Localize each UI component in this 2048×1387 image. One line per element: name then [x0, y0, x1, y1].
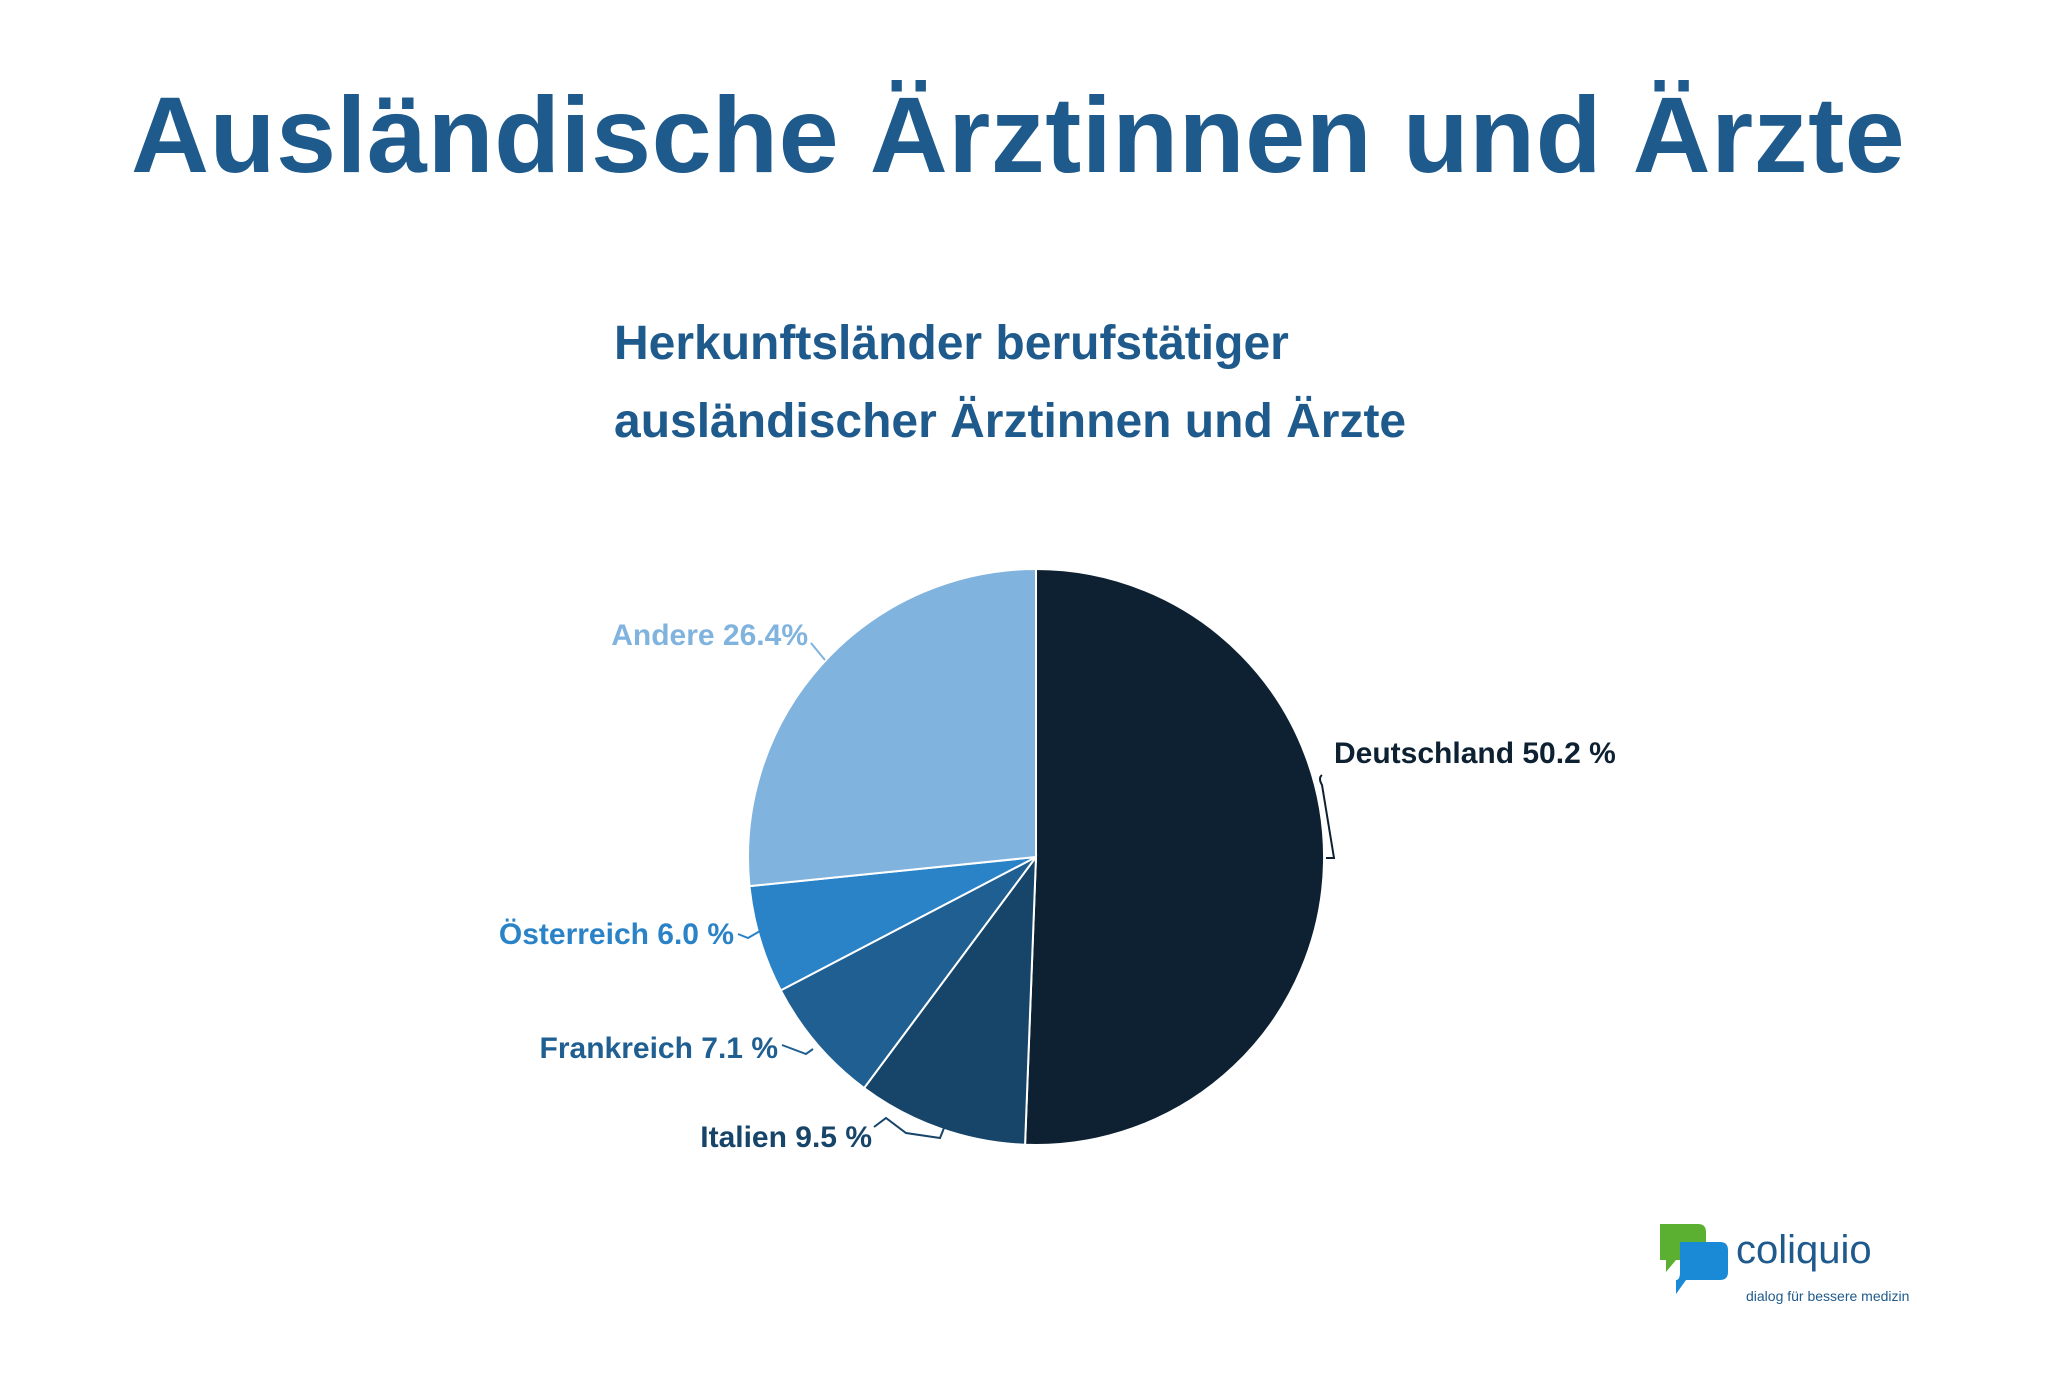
coliquio-logo: coliquio dialog für bessere medizin	[1658, 1222, 1958, 1312]
leader-line-deutschland	[1319, 774, 1336, 859]
logo-tagline: dialog für bessere medizin	[1746, 1288, 1910, 1304]
page-title: Ausländische Ärztinnen und Ärzte	[131, 74, 1906, 195]
pie-slice-frankreich	[779, 856, 1037, 1090]
pie-slice-andere	[747, 567, 1037, 888]
slice-label-österreich: Österreich 6.0 %	[499, 918, 734, 951]
chart-title: Herkunftsländer berufstätiger ausländisc…	[614, 305, 1406, 461]
speech-bubble-logo-icon	[1660, 1224, 1728, 1294]
chart-title-line-1: Herkunftsländer berufstätiger	[614, 317, 1289, 370]
chart-title-line-2: ausländischer Ärztinnen und Ärzte	[614, 395, 1407, 448]
slice-label-andere: Andere 26.4%	[611, 619, 808, 652]
leader-line-italien	[873, 1116, 945, 1140]
slice-label-frankreich: Frankreich 7.1 %	[540, 1032, 778, 1065]
slice-label-deutschland: Deutschland 50.2 %	[1334, 737, 1616, 770]
leader-line-österreich	[737, 930, 761, 940]
logo-wordmark: coliquio	[1736, 1228, 1872, 1272]
pie-slice-deutschland	[1024, 567, 1326, 1146]
leader-line-frankreich	[781, 1044, 814, 1056]
leader-line-andere	[810, 642, 826, 661]
pie-slice-italien	[862, 853, 1038, 1146]
slice-label-italien: Italien 9.5 %	[700, 1121, 872, 1154]
